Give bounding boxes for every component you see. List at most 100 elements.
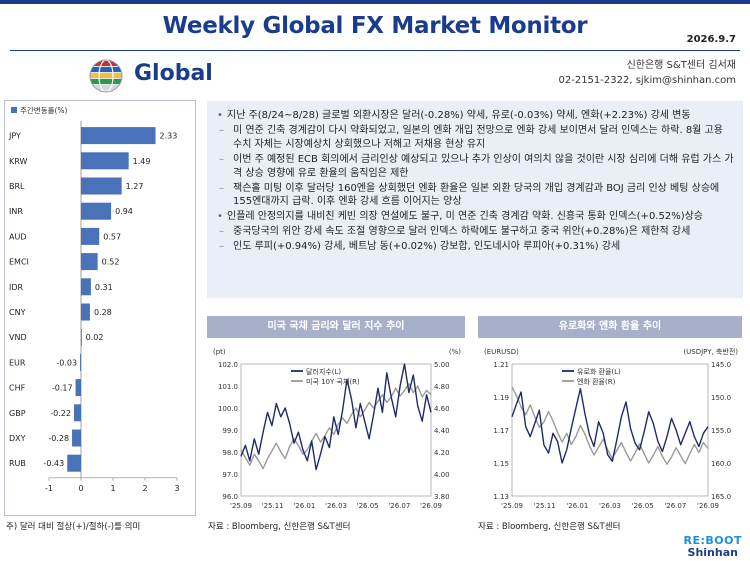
x-tick-label: '26.09 — [697, 502, 719, 510]
summary-text: 인도 루피(+0.94%) 강세, 베트남 동(+0.02%) 강보합, 인도네… — [233, 241, 621, 253]
series-line — [511, 388, 709, 464]
bar-category-label: EMCI — [9, 258, 29, 267]
summary-text: 지난 주(8/24~8/28) 글로벌 외환시장은 달러(-0.28%) 약세,… — [227, 110, 691, 121]
weekly-change-bar-chart: 주간변동률(%) JPY 2.33 KRW 1.49 BRL 1.27 INR 0.94 AUD 0… — [4, 100, 196, 516]
right-tick-label: 150.0 — [711, 394, 731, 402]
bar — [81, 127, 156, 145]
left-tick-label: 97.0 — [222, 471, 238, 479]
x-tick-label: '25.11 — [262, 502, 284, 510]
author-contact: 02-2151-2322, sjkim@shinhan.com — [558, 75, 737, 86]
bar — [73, 404, 81, 422]
chart-title-ust-dxy: 미국 국채 금리와 달러 지수 추이 — [207, 316, 465, 338]
bar-value-label: 0.52 — [102, 258, 120, 267]
bar-value-label: -0.28 — [48, 434, 69, 443]
bar-category-label: JPY — [8, 132, 21, 141]
right-tick-label: 145.0 — [711, 361, 731, 369]
legend-label: 유로화 환율(L) — [577, 367, 621, 376]
bar — [81, 328, 82, 346]
summary-text: 잭슨홀 미팅 이후 달러당 160엔을 상회했던 엔화 환율은 일본 외환 당국… — [233, 182, 720, 208]
bar-value-label: 2.33 — [160, 132, 178, 141]
left-tick-label: 1.21 — [493, 361, 509, 369]
bar — [80, 353, 81, 371]
bar-value-label: 1.27 — [126, 182, 144, 191]
plot-frame — [240, 363, 432, 497]
right-tick-label: 165.0 — [711, 493, 731, 501]
summary-item: • 지난 주(8/24~8/28) 글로벌 외환시장은 달러(-0.28%) 약세… — [217, 109, 735, 123]
x-tick-label: '26.07 — [664, 502, 686, 510]
global-logo: Global — [88, 58, 238, 94]
reboot-shinhan-logo: RE:BOOT Shinhan — [684, 535, 742, 559]
right-tick-label: 4.00 — [434, 471, 450, 479]
bar — [81, 152, 129, 170]
right-tick-label: 5.00 — [434, 361, 450, 369]
legend-swatch — [11, 107, 17, 113]
eur-jpy-svg: (EURUSD) (USDJPY, 축반전) 1.13 1.15 1.17 1.19 1.2… — [484, 347, 738, 510]
chart-source-left: 자료 : Bloomberg, 신한은행 S&T센터 — [208, 522, 351, 532]
left-tick-label: 100.0 — [218, 405, 238, 413]
bar-category-label: IDR — [9, 283, 24, 292]
x-tick-label: '25.11 — [534, 502, 556, 510]
dash-icon: – — [219, 241, 224, 253]
bar — [67, 454, 81, 472]
bar-value-label: 1.49 — [133, 157, 151, 166]
x-tick-label: '25.09 — [501, 502, 523, 510]
report-date: 2026.9.7 — [686, 34, 736, 45]
summary-item: • 인플레 안정의지를 내비친 케빈 의장 연설에도 불구, 미 연준 긴축 경계… — [217, 210, 735, 224]
ust-dxy-svg: (pt) (%) 96.0 97.0 98.0 99.0 100.0 101.0 102.0 3.… — [213, 348, 461, 510]
legend-label: 주간변동률(%) — [20, 105, 68, 115]
bar-category-label: INR — [9, 207, 23, 216]
bar-category-label: RUB — [9, 459, 26, 468]
x-tick-label: '26.07 — [388, 502, 410, 510]
bar — [81, 253, 98, 271]
bar-value-label: 0.94 — [115, 207, 133, 216]
bar-value-label: -0.43 — [44, 459, 65, 468]
left-tick-label: 99.0 — [222, 427, 238, 435]
summary-text: 중국당국의 위안 강세 속도 조절 영향으로 달러 인덱스 하락에도 불구하고 … — [233, 226, 691, 238]
bar-value-label: 0.57 — [103, 232, 121, 241]
left-tick-label: 96.0 — [222, 493, 238, 501]
bar-value-label: 0.28 — [94, 308, 112, 317]
summary-item: – 중국당국의 위안 강세 속도 조절 영향으로 달러 인덱스 하락에도 불구하고… — [217, 225, 735, 239]
summary-text: 인플레 안정의지를 내비친 케빈 의장 연설에도 불구, 미 연준 긴축 경계감… — [227, 211, 704, 223]
x-tick-label: '25.09 — [230, 502, 252, 510]
globe-icon — [89, 59, 123, 93]
x-tick-label: 0 — [78, 484, 83, 493]
author-name: 신한은행 S&T센터 김서재 — [626, 60, 736, 71]
title-divider — [10, 50, 740, 51]
report-header: Weekly Global FX Market Monitor 2026.9.7 — [0, 0, 750, 52]
left-tick-label: 1.15 — [493, 460, 509, 468]
left-tick-label: 101.0 — [218, 383, 238, 391]
x-tick-label: '26.09 — [420, 502, 442, 510]
chart-title-eur-jpy: 유로화와 엔화 환율 추이 — [478, 316, 742, 338]
bar — [81, 303, 90, 321]
bar — [81, 227, 100, 245]
bullet-icon: • — [217, 211, 223, 223]
bar-category-label: EUR — [9, 358, 26, 367]
x-tick-label: '26.03 — [325, 502, 347, 510]
left-tick-label: 1.17 — [493, 427, 509, 435]
logo-text: Global — [134, 61, 213, 86]
bar — [81, 177, 122, 195]
bar-chart-note: 주) 달러 대비 절상(+)/절하(-)를 의미 — [6, 522, 141, 532]
summary-item: – 미 연준 긴축 경계감이 다시 약화되었고, 일본의 엔화 개입 전망으로 엔… — [217, 124, 735, 152]
series-line — [240, 363, 432, 471]
x-tick-label: 1 — [110, 484, 115, 493]
left-axis-unit: (pt) — [213, 348, 226, 356]
dash-icon: – — [219, 153, 224, 165]
left-tick-label: 1.19 — [493, 394, 509, 402]
right-axis-unit: (%) — [449, 348, 461, 356]
eur-jpy-chart: 유로화와 엔화 환율 추이 (EURUSD) (USDJPY, 축반전) 1.13 1… — [478, 316, 742, 516]
legend-label: 미국 10Y 국채(R) — [306, 377, 360, 386]
x-tick-label: '26.01 — [293, 502, 315, 510]
x-tick-label: '26.03 — [599, 502, 621, 510]
right-tick-label: 4.40 — [434, 427, 450, 435]
page-title: Weekly Global FX Market Monitor — [162, 13, 588, 39]
bar-category-label: VND — [9, 333, 27, 342]
header-band — [0, 0, 750, 4]
bar-value-label: 0.02 — [86, 333, 104, 342]
summary-text: 미 연준 긴축 경계감이 다시 약화되었고, 일본의 엔화 개입 전망으로 엔화… — [233, 124, 723, 150]
bar-category-label: DXY — [9, 434, 26, 443]
series-line — [511, 386, 709, 466]
bar — [75, 379, 81, 397]
bar-value-label: 0.31 — [95, 283, 113, 292]
